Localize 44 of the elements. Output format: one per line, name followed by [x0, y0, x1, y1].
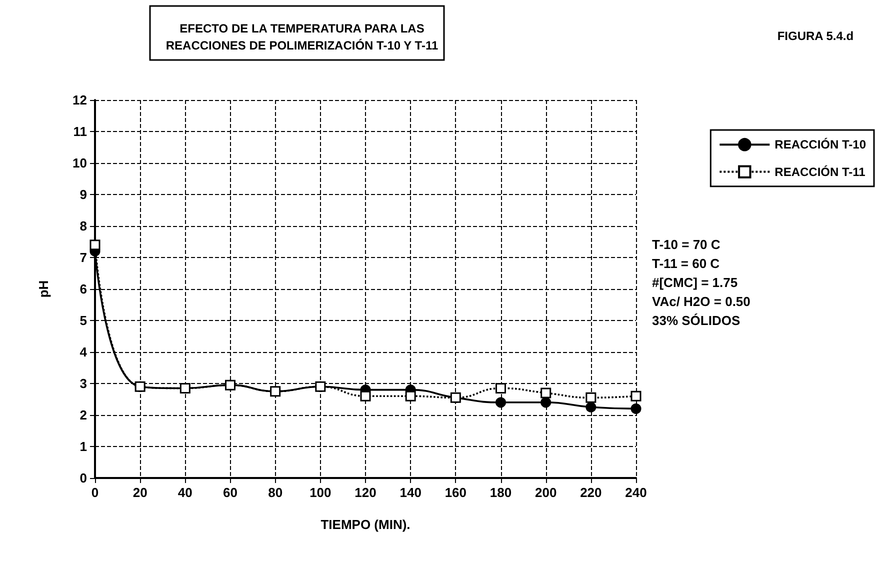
- x-tick-label: 100: [310, 485, 332, 500]
- point: [540, 388, 552, 398]
- point: [630, 390, 642, 402]
- x-tick-label: 200: [534, 485, 557, 500]
- y-tick-label: 0: [80, 470, 87, 486]
- y-tick-label: 4: [80, 344, 88, 360]
- y-tick-label: 9: [80, 187, 87, 202]
- y-tick-label: 2: [80, 408, 87, 422]
- legend-label: REACCIÓN T-11: [774, 164, 866, 179]
- point: [90, 240, 100, 250]
- y-tick-label: 7: [80, 250, 87, 265]
- x-tick-label: 120: [354, 485, 376, 500]
- x-axis-title: TIEMPO (MIN).: [320, 517, 410, 532]
- x-tick-label: 240: [625, 485, 647, 500]
- y-tick-label: 5: [80, 313, 87, 328]
- x-tick-label: 220: [580, 485, 602, 500]
- chart-title: EFECTO DE LA TEMPERATURA PARA LAS REACCIONES DE POLIMERIZACIÓN T-10 Y T-11: [166, 22, 438, 52]
- x-tick-label: 0: [91, 485, 99, 500]
- text: FIGURA 5.4.d: [777, 29, 854, 43]
- point: [586, 402, 596, 412]
- y-tick-label: 8: [80, 218, 87, 234]
- y-tick-label: 6: [80, 282, 87, 296]
- point: [360, 390, 371, 402]
- point: [586, 392, 596, 403]
- y-tick-label: 12: [72, 92, 87, 108]
- y-tick-label: 1: [80, 439, 87, 454]
- point: [540, 397, 552, 408]
- point: [496, 397, 506, 408]
- point: [630, 403, 642, 414]
- x-tick-label: 140: [400, 485, 422, 500]
- y-tick-label: 10: [72, 156, 87, 170]
- x-tick-label: 180: [490, 485, 512, 500]
- point: [496, 382, 506, 394]
- x-tick-label: 20: [132, 485, 148, 500]
- y-tick-label: 3: [80, 376, 87, 391]
- y-tick-label: 11: [73, 124, 87, 139]
- legend-label: REACCIÓN T-10: [774, 138, 866, 152]
- x-tick-label: 80: [268, 485, 283, 500]
- x-tick-label: 60: [223, 485, 238, 500]
- x-tick-label: 40: [178, 485, 192, 500]
- point: [405, 390, 416, 402]
- text: T-10 = 70 C T-11 = 60 C #[CMC] = 1.75 VAc/ H2O = 0.50 33% SÓLIDOS: [652, 237, 750, 328]
- y-axis-title: pH: [36, 280, 51, 298]
- x-tick-label: 160: [444, 485, 467, 500]
